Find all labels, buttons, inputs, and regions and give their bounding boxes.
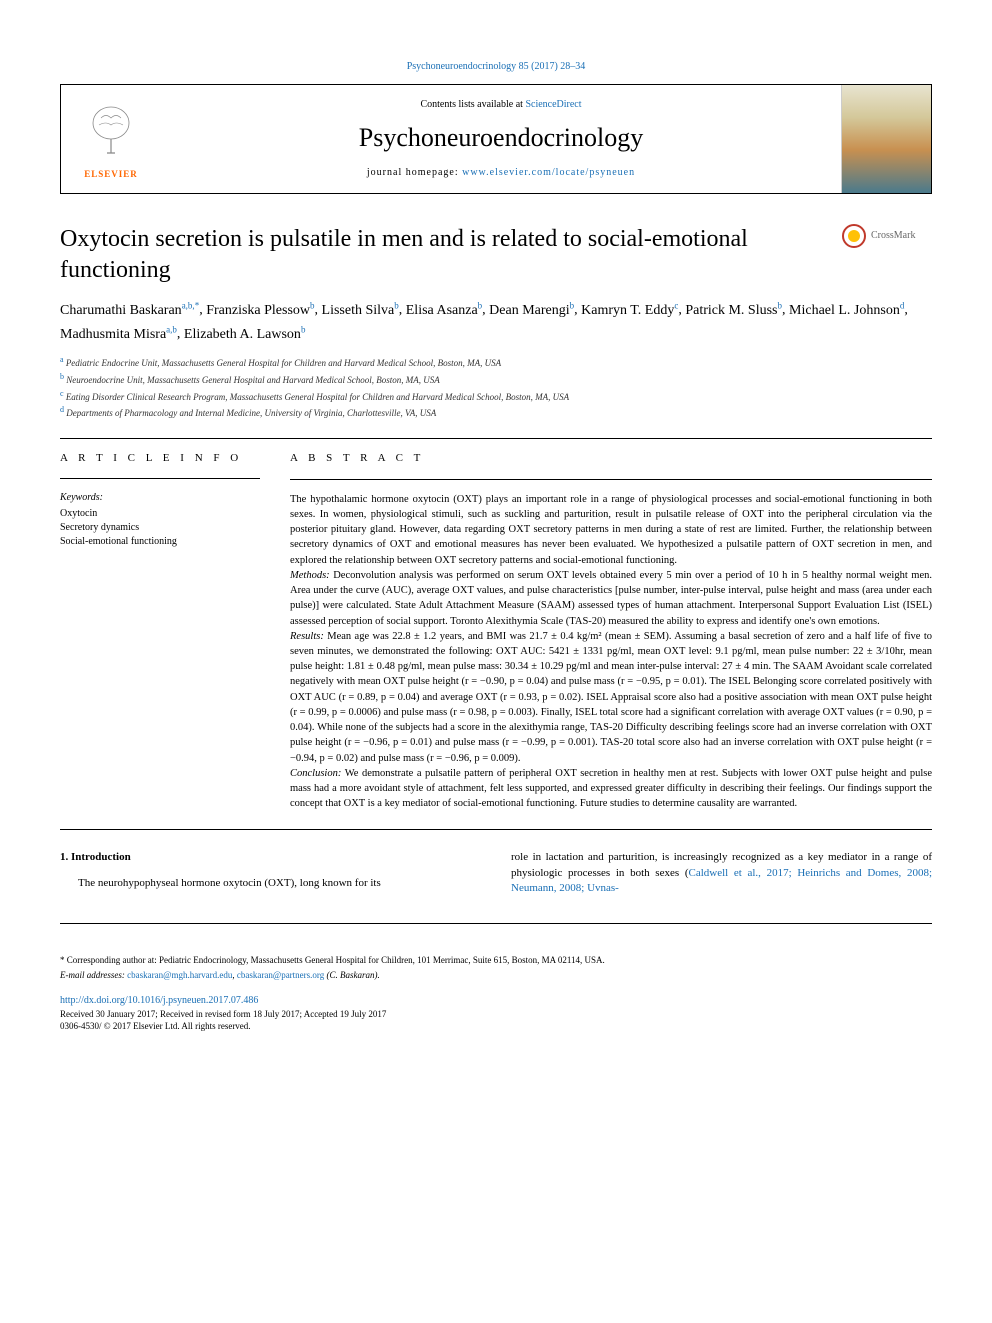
intro-col-right: role in lactation and parturition, is in… [511, 850, 932, 896]
author-list: Charumathi Baskarana,b,*, Franziska Ples… [60, 298, 932, 346]
abstract-column: A B S T R A C T The hypothalamic hormone… [290, 451, 932, 812]
divider [60, 829, 932, 830]
homepage-line: journal homepage: www.elsevier.com/locat… [161, 166, 841, 180]
email-link[interactable]: cbaskaran@partners.org [237, 970, 324, 980]
abstract-conclusion: Conclusion: We demonstrate a pulsatile p… [290, 766, 932, 812]
article-info-heading: A R T I C L E I N F O [60, 451, 260, 466]
author: Franziska Plessowb [206, 303, 314, 318]
copyright-line: 0306-4530/ © 2017 Elsevier Ltd. All righ… [60, 1020, 932, 1033]
author: Charumathi Baskarana,b,* [60, 303, 199, 318]
keyword: Social-emotional functioning [60, 535, 260, 549]
email-line: E-mail addresses: cbaskaran@mgh.harvard.… [60, 969, 932, 982]
abstract-intro: The hypothalamic hormone oxytocin (OXT) … [290, 492, 932, 568]
footer: * Corresponding author at: Pediatric End… [60, 954, 932, 1033]
author: Elizabeth A. Lawsonb [184, 327, 306, 342]
affiliation: b Neuroendocrine Unit, Massachusetts Gen… [60, 371, 932, 387]
author: Patrick M. Slussb [685, 303, 782, 318]
introduction-section: 1. Introduction The neurohypophyseal hor… [60, 850, 932, 896]
keyword: Secretory dynamics [60, 521, 260, 535]
abstract-results: Results: Mean age was 22.8 ± 1.2 years, … [290, 629, 932, 766]
affiliation: c Eating Disorder Clinical Research Prog… [60, 388, 932, 404]
contents-line: Contents lists available at ScienceDirec… [161, 98, 841, 112]
divider [290, 479, 932, 480]
author: Michael L. Johnsond [789, 303, 904, 318]
elsevier-tree-icon [76, 98, 146, 168]
author: Kamryn T. Eddyc [581, 303, 678, 318]
email-link[interactable]: cbaskaran@mgh.harvard.edu [127, 970, 232, 980]
divider [60, 438, 932, 439]
author: Elisa Asanzab [406, 303, 482, 318]
running-header: Psychoneuroendocrinology 85 (2017) 28–34 [60, 60, 932, 74]
sciencedirect-link[interactable]: ScienceDirect [525, 99, 581, 110]
doi-link[interactable]: http://dx.doi.org/10.1016/j.psyneuen.201… [60, 995, 258, 1006]
keywords-label: Keywords: [60, 491, 260, 505]
journal-header-box: ELSEVIER Contents lists available at Sci… [60, 84, 932, 194]
author: Madhusmita Misraa,b [60, 327, 177, 342]
abstract-methods: Methods: Deconvolution analysis was perf… [290, 568, 932, 629]
received-line: Received 30 January 2017; Received in re… [60, 1008, 932, 1021]
intro-col-left: 1. Introduction The neurohypophyseal hor… [60, 850, 481, 896]
affiliation-list: a Pediatric Endocrine Unit, Massachusett… [60, 354, 932, 419]
affiliation: a Pediatric Endocrine Unit, Massachusett… [60, 354, 932, 370]
intro-heading: 1. Introduction [60, 850, 481, 865]
corresponding-author: * Corresponding author at: Pediatric End… [60, 954, 932, 967]
author: Dean Marengib [489, 303, 574, 318]
journal-link-top[interactable]: Psychoneuroendocrinology 85 (2017) 28–34 [407, 61, 586, 72]
elsevier-label: ELSEVIER [84, 168, 138, 181]
divider [60, 923, 932, 924]
elsevier-logo: ELSEVIER [61, 85, 161, 193]
intro-text: role in lactation and parturition, is in… [511, 850, 932, 896]
affiliation: d Departments of Pharmacology and Intern… [60, 404, 932, 420]
doi-line: http://dx.doi.org/10.1016/j.psyneuen.201… [60, 994, 932, 1008]
abstract-heading: A B S T R A C T [290, 451, 932, 467]
journal-homepage-link[interactable]: www.elsevier.com/locate/psyneuen [462, 167, 635, 178]
journal-cover-thumb [841, 85, 931, 193]
article-info-column: A R T I C L E I N F O Keywords: Oxytocin… [60, 451, 260, 812]
crossmark-label: CrossMark [871, 229, 915, 243]
crossmark-icon [842, 224, 866, 248]
intro-text: The neurohypophyseal hormone oxytocin (O… [60, 876, 481, 891]
author: Lisseth Silvab [322, 303, 399, 318]
journal-name: Psychoneuroendocrinology [161, 120, 841, 156]
header-center: Contents lists available at ScienceDirec… [161, 85, 841, 193]
divider [60, 478, 260, 479]
keyword: Oxytocin [60, 507, 260, 521]
crossmark-badge[interactable]: CrossMark [842, 224, 932, 248]
article-title: Oxytocin secretion is pulsatile in men a… [60, 224, 842, 286]
